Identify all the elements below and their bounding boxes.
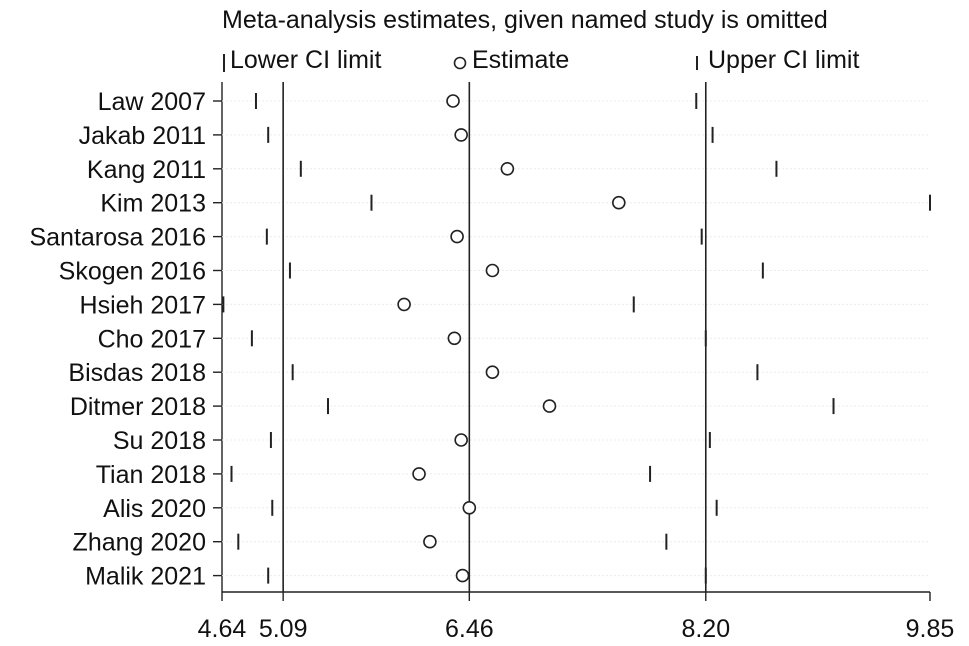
x-tick-label: 8.20 [681,615,730,643]
estimate-point [446,94,460,108]
estimate-point [462,500,477,515]
study-label: Ditmer 2018 [70,393,206,421]
study-label: Tian 2018 [96,461,206,489]
legend-estimate-symbol [453,56,467,70]
study-label: Malik 2021 [85,563,206,591]
study-label: Jakab 2011 [79,122,206,150]
study-label: Cho 2017 [98,325,206,353]
estimate-point [500,162,515,176]
estimate-point [485,263,500,278]
study-label: Alis 2020 [103,495,206,523]
chart-title: Meta-analysis estimates, given named stu… [222,6,828,34]
study-label: Kim 2013 [100,190,206,218]
estimate-point [423,534,437,549]
x-tick-label: 6.46 [445,615,494,643]
study-label: Skogen 2016 [59,258,206,286]
x-tick-label: 5.09 [259,615,308,643]
x-tick-label: 4.64 [198,615,247,643]
estimate-point [542,399,557,413]
estimate-point [397,297,411,312]
study-label: Zhang 2020 [73,529,206,557]
estimate-point [447,331,462,346]
legend-estimate-label: Estimate [472,46,570,74]
x-tick-label: 9.85 [906,615,955,643]
legend-upper-label: Upper CI limit [708,46,860,74]
estimate-point [455,568,470,583]
estimate-point [485,365,500,380]
estimate-point [412,467,426,481]
estimate-point [612,195,626,210]
estimate-point [450,229,464,244]
study-label: Law 2007 [98,88,206,116]
estimate-point [454,433,468,447]
study-label: Su 2018 [113,427,206,455]
estimate-point [454,128,468,142]
legend-lower-label: Lower CI limit [230,46,382,74]
study-label: Santarosa 2016 [29,224,206,252]
study-label: Kang 2011 [87,156,206,184]
study-label: Hsieh 2017 [80,291,206,319]
study-label: Bisdas 2018 [68,359,206,387]
